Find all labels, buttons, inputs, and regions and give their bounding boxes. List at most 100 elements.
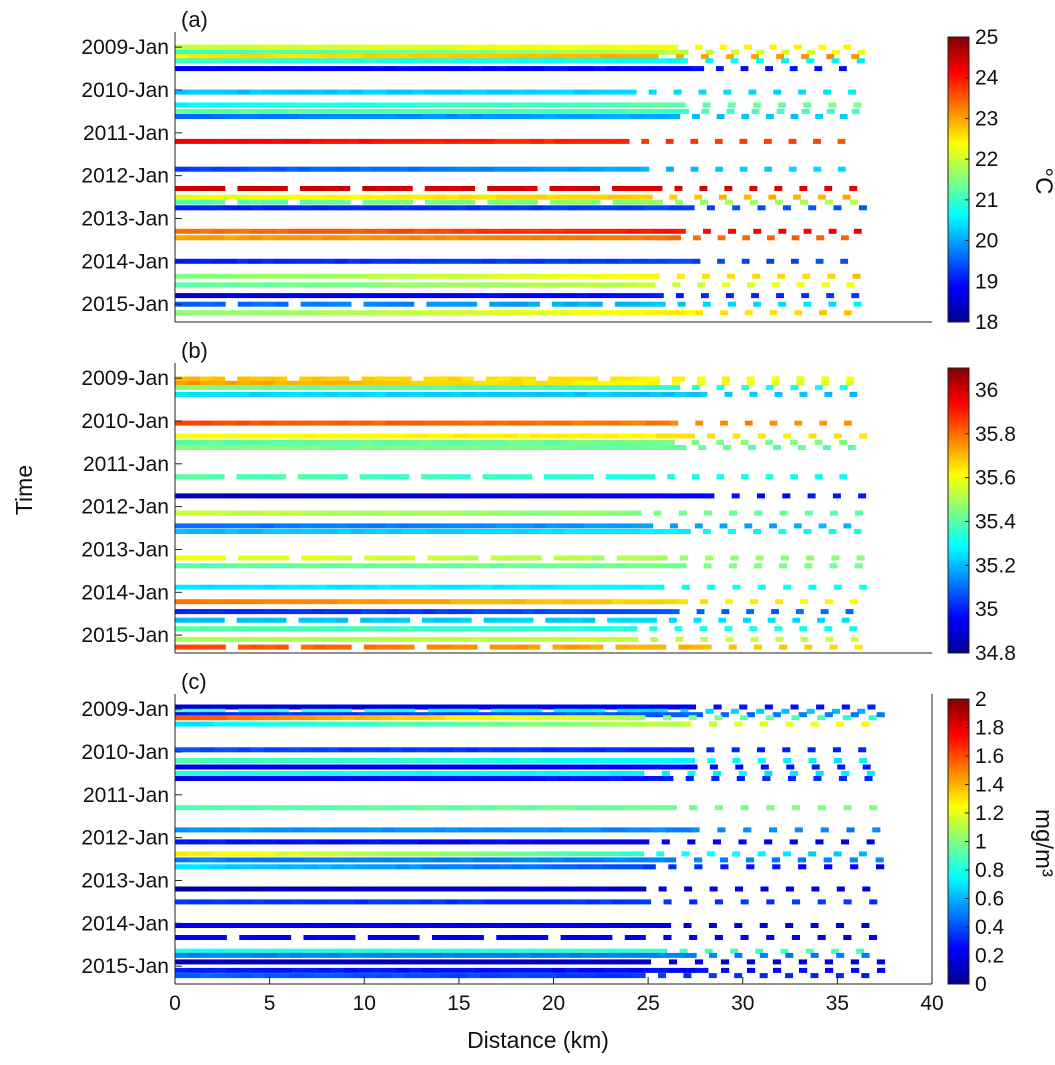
x-tick-label-1: 5 xyxy=(264,992,276,1015)
transect-a-12 xyxy=(175,194,851,200)
colorbar-tick-label-a-1: 19 xyxy=(975,270,998,293)
transect-a-22 xyxy=(175,310,852,316)
time-tick-label-b-4: 2013-Jan xyxy=(81,538,169,561)
transect-c-9 xyxy=(175,776,873,781)
time-tick-label-c-6: 2015-Jan xyxy=(81,955,169,978)
time-tick-label-b-1: 2010-Jan xyxy=(81,410,169,433)
transect-b-14 xyxy=(175,563,863,569)
time-axis-b: 2009-Jan 2010-Jan 2011-Jan 2012-Jan 2013-Jan… xyxy=(81,363,182,653)
time-tick-label-b-3: 2012-Jan xyxy=(81,496,169,519)
transect-c-16 xyxy=(175,886,871,892)
time-tick-label-a-6: 2015-Jan xyxy=(81,293,169,316)
transect-a-17 xyxy=(175,258,849,264)
distance-axis-c: 0 5 10 15 20 25 30 35 40 xyxy=(169,694,944,1015)
x-tick-label-7: 35 xyxy=(826,992,849,1015)
colorbar-b: 34.8 35 35.2 35.4 35.6 35.8 36 xyxy=(947,367,1016,665)
transect-b-3 xyxy=(175,391,858,397)
x-axis-title: Distance (km) xyxy=(467,1027,609,1053)
transect-b-7 xyxy=(175,445,856,450)
panel-label-c: (c) xyxy=(181,669,207,694)
colorbar-tick-label-b-3: 35.4 xyxy=(975,510,1016,533)
transect-b-11 xyxy=(175,523,852,529)
transect-b-8 xyxy=(175,474,848,480)
transect-c-2 xyxy=(175,712,885,718)
x-tick-label-0: 0 xyxy=(169,992,181,1015)
transect-a-11 xyxy=(175,186,858,191)
colorbar-tick-label-a-5: 23 xyxy=(975,107,998,130)
colorbar-tick-label-a-6: 24 xyxy=(975,67,999,90)
x-tick-label-4: 20 xyxy=(542,992,565,1015)
panel-c: 2009-Jan 2010-Jan 2011-Jan 2012-Jan 2013-Jan… xyxy=(81,669,1055,1015)
colorbar-tick-label-c-8: 1.6 xyxy=(975,745,1004,768)
plot-area-b xyxy=(175,376,868,650)
colorbar-tick-label-b-1: 35 xyxy=(975,598,998,621)
transect-c-19 xyxy=(175,935,878,940)
time-tick-label-a-1: 2010-Jan xyxy=(81,79,169,102)
colorbar-tick-label-b-6: 36 xyxy=(975,379,998,402)
plot-area-a xyxy=(175,44,867,316)
transect-a-21 xyxy=(175,301,862,307)
transect-a-18 xyxy=(175,273,861,279)
transect-a-7 xyxy=(175,108,860,114)
time-tick-label-c-2: 2011-Jan xyxy=(83,784,169,807)
transect-b-4 xyxy=(175,420,852,426)
transect-a-8 xyxy=(175,114,848,119)
x-tick-label-6: 30 xyxy=(731,992,754,1015)
time-tick-label-a-5: 2014-Jan xyxy=(81,250,169,273)
transect-a-9 xyxy=(175,138,846,144)
transect-b-9 xyxy=(175,493,867,499)
transect-b-16 xyxy=(175,599,858,605)
time-tick-label-c-0: 2009-Jan xyxy=(81,698,169,721)
colorbar-gradient-b xyxy=(947,367,970,654)
transect-a-19 xyxy=(175,282,855,288)
transect-b-13 xyxy=(175,555,865,561)
time-tick-label-a-4: 2013-Jan xyxy=(81,207,169,230)
time-tick-label-a-3: 2012-Jan xyxy=(81,165,169,188)
x-tick-label-3: 15 xyxy=(447,992,470,1015)
transect-b-6 xyxy=(175,439,847,445)
transect-c-7 xyxy=(175,764,871,770)
transect-b-20 xyxy=(175,636,859,642)
transect-c-1 xyxy=(175,708,866,714)
colorbar-tick-label-c-10: 2 xyxy=(975,688,987,711)
transect-c-3 xyxy=(175,715,877,721)
panel-b: 2009-Jan 2010-Jan 2011-Jan 2012-Jan 2013-Jan… xyxy=(81,338,1016,665)
transect-a-15 xyxy=(175,228,862,234)
transect-b-19 xyxy=(175,626,858,632)
transect-a-3 xyxy=(175,58,865,64)
transect-c-22 xyxy=(175,959,885,965)
transect-c-5 xyxy=(175,747,867,753)
time-tick-label-c-4: 2013-Jan xyxy=(81,869,169,892)
colorbar-tick-label-c-1: 0.2 xyxy=(975,945,1004,968)
colorbar-tick-label-b-4: 35.6 xyxy=(975,467,1016,490)
panel-label-a: (a) xyxy=(181,7,208,32)
colorbar-tick-label-c-2: 0.4 xyxy=(975,916,1005,939)
colorbar-tick-label-a-7: 25 xyxy=(975,26,998,49)
transect-a-20 xyxy=(175,293,860,299)
colorbar-unit-c: mg/m³ xyxy=(1030,809,1055,877)
colorbar-tick-label-c-9: 1.8 xyxy=(975,717,1004,740)
transect-b-5 xyxy=(175,433,868,439)
transect-b-15 xyxy=(175,584,868,590)
colorbar-tick-label-c-7: 1.4 xyxy=(975,774,1005,797)
colorbar-tick-label-a-0: 18 xyxy=(975,311,998,334)
time-tick-label-a-0: 2009-Jan xyxy=(81,36,169,59)
time-tick-label-c-5: 2014-Jan xyxy=(81,912,169,935)
time-tick-label-b-0: 2009-Jan xyxy=(81,367,169,390)
transect-a-16 xyxy=(175,235,849,241)
colorbar-tick-label-a-2: 20 xyxy=(975,230,998,253)
transect-b-2 xyxy=(175,385,848,391)
transect-c-14 xyxy=(175,857,884,863)
colorbar-c: 0 0.2 0.4 0.6 0.8 1 1.2 1.4 1.6 1.8 2 mg/m³ xyxy=(947,688,1055,996)
transect-c-18 xyxy=(175,923,870,928)
time-tick-label-b-2: 2011-Jan xyxy=(83,453,169,476)
transect-c-0 xyxy=(175,704,876,710)
transect-a-14 xyxy=(175,205,867,211)
time-axis-c: 2009-Jan 2010-Jan 2011-Jan 2012-Jan 2013-Jan… xyxy=(81,694,182,984)
colorbar-tick-label-c-6: 1.2 xyxy=(975,802,1004,825)
time-tick-label-c-3: 2012-Jan xyxy=(81,827,169,850)
colorbar-unit-a: °C xyxy=(1030,168,1055,195)
colorbar-tick-label-b-2: 35.2 xyxy=(975,554,1016,577)
transect-a-4 xyxy=(175,66,847,72)
